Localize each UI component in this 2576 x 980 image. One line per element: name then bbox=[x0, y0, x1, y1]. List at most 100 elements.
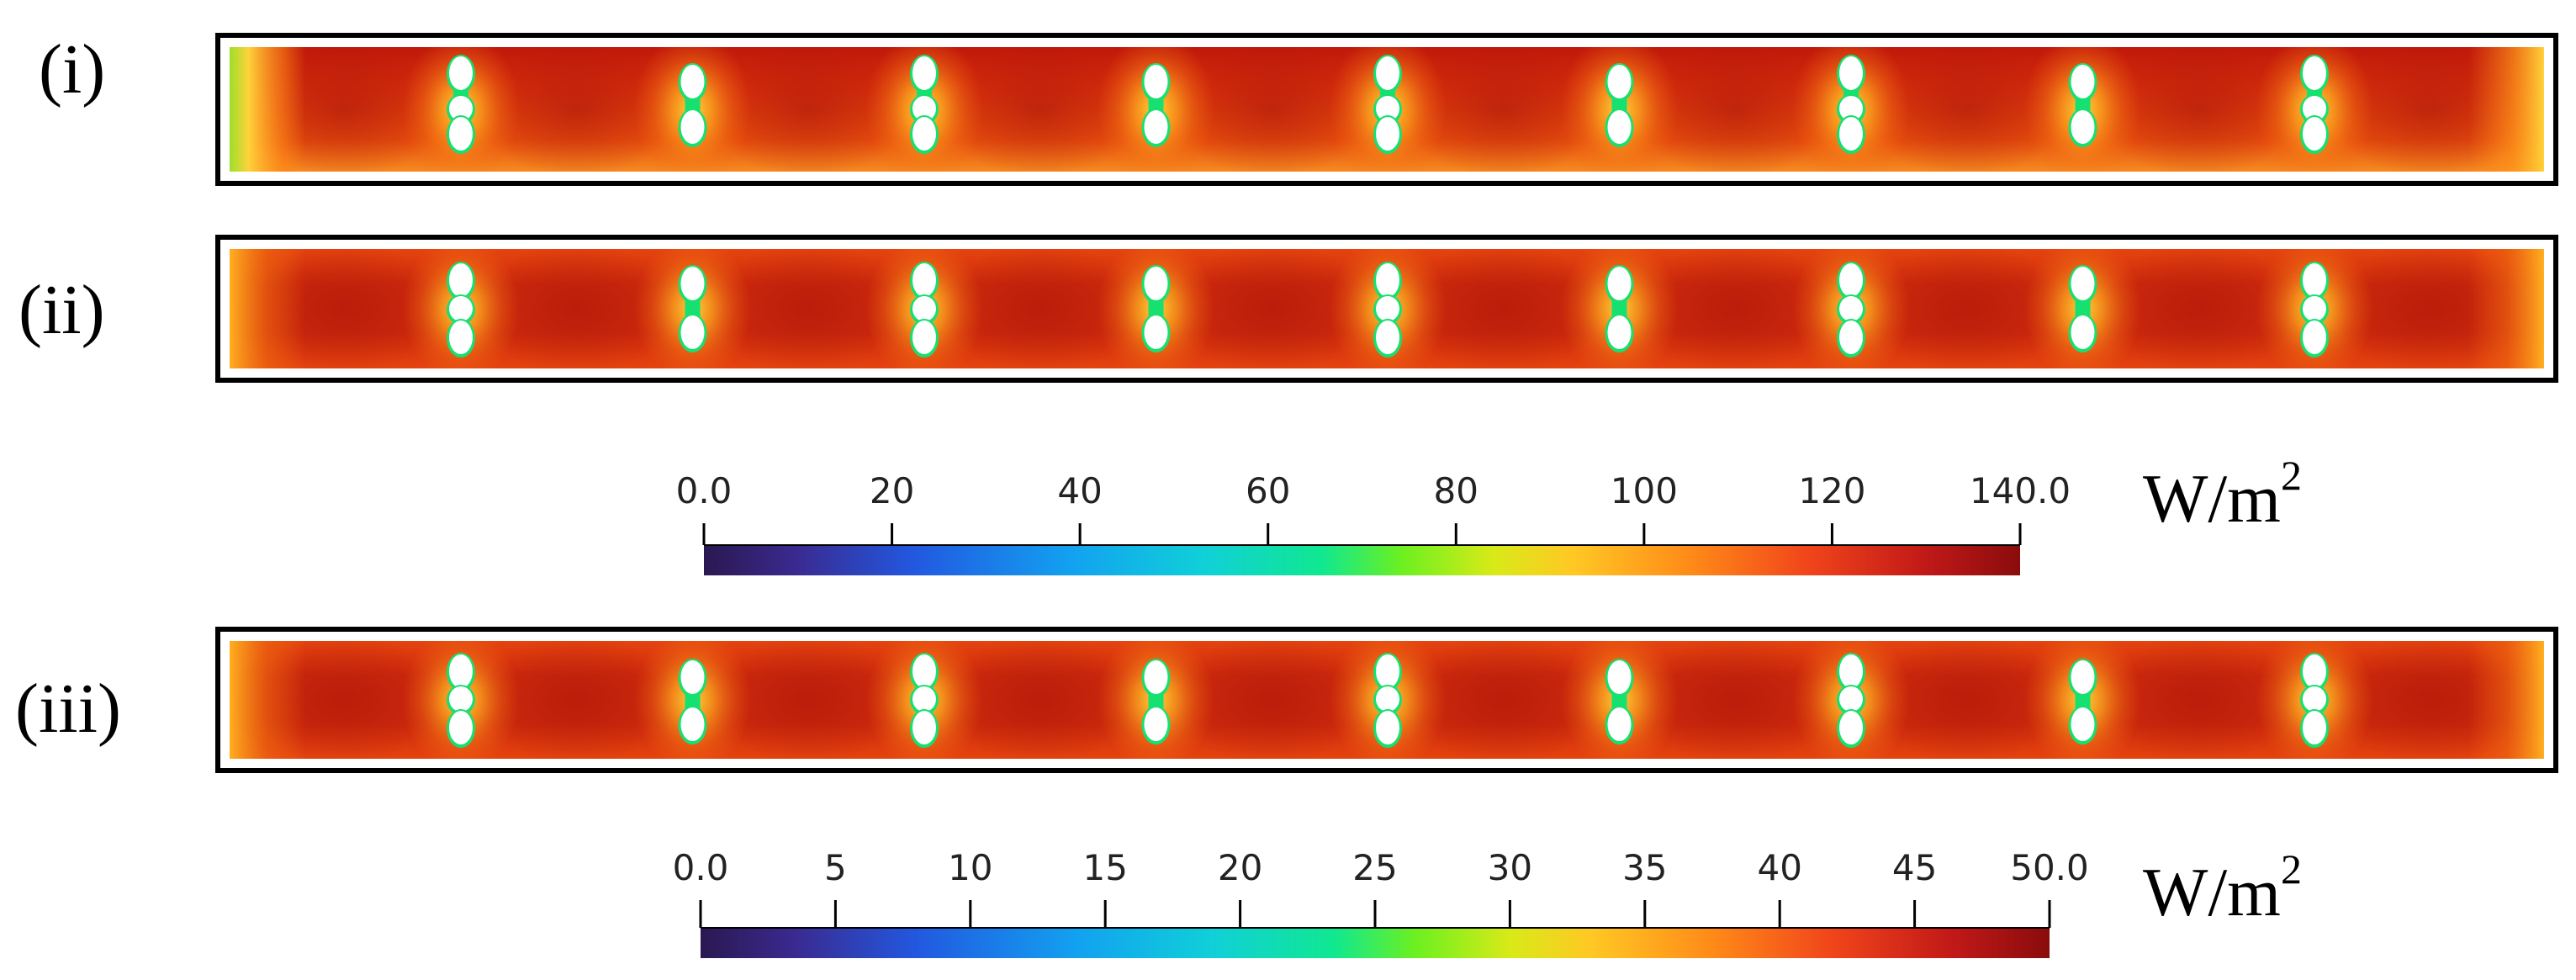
heat-source-column bbox=[1560, 47, 1679, 172]
heatmap-panel-ii bbox=[215, 235, 2558, 383]
field-right-edge bbox=[2468, 47, 2544, 172]
colorbar-tick-label: 30 bbox=[1488, 847, 1532, 888]
field-cool-region bbox=[2097, 249, 2300, 368]
unit-base: W/m bbox=[2143, 460, 2281, 537]
heat-source-column bbox=[1097, 641, 1215, 759]
unit-base: W/m bbox=[2143, 854, 2281, 930]
heat-source-column bbox=[1792, 641, 1910, 759]
hole bbox=[1607, 110, 1632, 144]
heatmap-field bbox=[230, 641, 2544, 759]
field-cool-region bbox=[1634, 47, 1837, 172]
field-cool-region bbox=[939, 47, 1141, 172]
colorbar-tick-label: 60 bbox=[1246, 470, 1290, 511]
hole bbox=[1144, 267, 1168, 300]
unit-sup: 2 bbox=[2281, 845, 2302, 893]
hole bbox=[2071, 267, 2095, 300]
hole bbox=[2303, 654, 2326, 688]
field-cool-region bbox=[1865, 47, 2068, 172]
heat-source-column bbox=[633, 249, 752, 368]
hole bbox=[2071, 315, 2095, 349]
hole bbox=[680, 65, 705, 98]
hole bbox=[1144, 65, 1168, 98]
hole bbox=[1144, 660, 1168, 694]
hole bbox=[1839, 320, 1863, 354]
colorbar-top-unit: W/m2 bbox=[2143, 452, 2302, 537]
heat-source-column bbox=[2023, 641, 2142, 759]
hole bbox=[1607, 707, 1632, 741]
hole bbox=[2303, 263, 2326, 297]
hole bbox=[912, 117, 936, 151]
hole bbox=[1376, 296, 1399, 321]
field-cool-region bbox=[2097, 47, 2300, 172]
colorbar-gradient bbox=[701, 928, 2050, 958]
colorbar-tick-label: 20 bbox=[870, 470, 914, 511]
field-cool-region bbox=[1171, 641, 1373, 759]
colorbar-tick-label: 25 bbox=[1352, 847, 1397, 888]
heatmap-panel-iii bbox=[215, 627, 2558, 773]
hole bbox=[1839, 296, 1863, 321]
hole bbox=[1376, 56, 1399, 90]
field-right-edge bbox=[2468, 249, 2544, 368]
colorbar-tick-label: 80 bbox=[1434, 470, 1478, 511]
colorbar-tick-label: 5 bbox=[824, 847, 847, 888]
panel-frame bbox=[215, 235, 2558, 383]
colorbar-tick-label: 15 bbox=[1082, 847, 1127, 888]
colorbar-gradient bbox=[704, 545, 2020, 575]
field-cool-region bbox=[1402, 47, 1605, 172]
colorbar-tick-label: 120 bbox=[1798, 470, 1865, 511]
field-cool-region bbox=[475, 47, 678, 172]
hole bbox=[1376, 263, 1399, 297]
heat-source-column bbox=[2256, 47, 2373, 172]
hole bbox=[449, 711, 473, 744]
heat-source-column bbox=[633, 47, 752, 172]
colorbar-top: 0.0 20 40 60 80 100 120 140.0 bbox=[676, 470, 2071, 575]
heat-source-column bbox=[1560, 641, 1679, 759]
heat-source-column bbox=[402, 249, 520, 368]
heat-source-column bbox=[1329, 47, 1447, 172]
panel-frame bbox=[215, 33, 2558, 186]
hole bbox=[1839, 96, 1863, 121]
hole bbox=[1144, 315, 1168, 349]
hole bbox=[449, 320, 473, 354]
hole bbox=[1376, 654, 1399, 688]
hole bbox=[2071, 660, 2095, 694]
hole bbox=[1144, 110, 1168, 144]
hole bbox=[1376, 711, 1399, 744]
colorbar-tick-label: 40 bbox=[1757, 847, 1801, 888]
colorbar-tick-label: 45 bbox=[1892, 847, 1937, 888]
field-cool-region bbox=[707, 249, 910, 368]
field-left-edge bbox=[230, 249, 305, 368]
panel-frame bbox=[215, 627, 2558, 773]
hole bbox=[449, 117, 473, 151]
heat-source-column bbox=[865, 47, 983, 172]
hole bbox=[912, 320, 936, 354]
hole bbox=[1376, 96, 1399, 121]
hole bbox=[1607, 65, 1632, 98]
hole bbox=[449, 686, 473, 712]
hole bbox=[1607, 660, 1632, 694]
heat-source-column bbox=[2256, 249, 2373, 368]
heat-source-column bbox=[402, 641, 520, 759]
unit-sup: 2 bbox=[2281, 452, 2302, 499]
field-cool-region bbox=[707, 641, 910, 759]
colorbar-tick-label: 0.0 bbox=[673, 847, 729, 888]
heatmap-field bbox=[230, 47, 2544, 172]
heat-source-column bbox=[1097, 47, 1215, 172]
heat-source-column bbox=[865, 249, 983, 368]
hole bbox=[449, 96, 473, 121]
hole bbox=[449, 56, 473, 90]
field-cool-region bbox=[475, 641, 678, 759]
panel-label-iii: (iii) bbox=[15, 670, 121, 748]
hole bbox=[1144, 707, 1168, 741]
heatmap-field bbox=[230, 249, 2544, 368]
field-cool-region bbox=[475, 249, 678, 368]
hole bbox=[449, 654, 473, 688]
heat-source-column bbox=[2256, 641, 2373, 759]
hole bbox=[2071, 110, 2095, 144]
hole bbox=[2303, 686, 2326, 712]
heat-source-column bbox=[402, 47, 520, 172]
field-right-edge bbox=[2468, 641, 2544, 759]
colorbar-bottom: 0.0 5 10 15 20 25 30 35 40 45 50.0 bbox=[673, 847, 2089, 958]
field-cool-region bbox=[1634, 641, 1837, 759]
hole bbox=[1376, 320, 1399, 354]
